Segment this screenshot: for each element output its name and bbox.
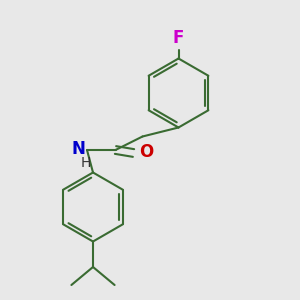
- Text: H: H: [80, 156, 91, 170]
- Text: N: N: [72, 140, 86, 158]
- Text: F: F: [173, 29, 184, 47]
- Text: O: O: [139, 143, 153, 161]
